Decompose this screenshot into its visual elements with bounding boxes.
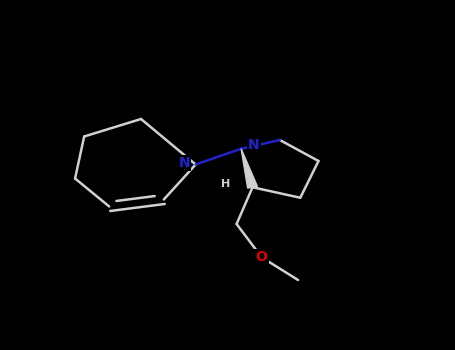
Text: O: O <box>256 250 268 264</box>
Text: H: H <box>221 180 230 189</box>
Text: N: N <box>248 138 260 152</box>
Polygon shape <box>241 149 258 188</box>
Text: N: N <box>178 156 190 170</box>
